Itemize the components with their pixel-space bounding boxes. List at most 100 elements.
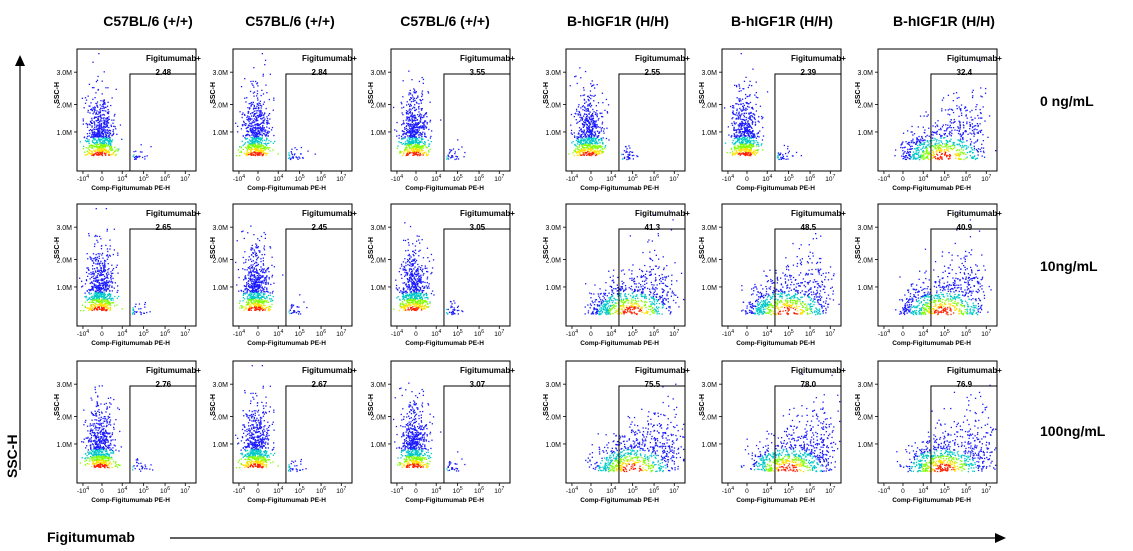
event-dot [405, 110, 408, 112]
x-tick-label: -104 [77, 174, 89, 183]
event-dot [912, 158, 914, 160]
event-dot [411, 116, 413, 118]
event-dot [948, 150, 950, 152]
event-dot [746, 143, 748, 145]
event-dot [983, 151, 985, 154]
event-dot [631, 154, 633, 157]
event-dot [111, 134, 114, 136]
event-dot [106, 136, 108, 139]
event-dot [752, 142, 754, 144]
event-dot [738, 137, 740, 139]
event-dot [106, 307, 108, 309]
event-dot [591, 152, 593, 155]
event-dot [420, 133, 422, 135]
event-dot [734, 135, 737, 137]
y-tick-label: 3.0M [212, 70, 228, 77]
event-dot [271, 126, 274, 129]
event-dot [744, 128, 746, 130]
event-dot [733, 138, 736, 140]
event-dot [407, 113, 409, 115]
event-dot [963, 141, 965, 143]
event-dot [627, 154, 629, 156]
event-dot [84, 154, 86, 156]
event-dot [237, 125, 239, 127]
x-tick-label: 106 [649, 174, 659, 183]
event-dot [902, 141, 904, 143]
event-dot [259, 138, 261, 140]
event-dot [113, 115, 115, 117]
event-dot [106, 279, 108, 282]
event-dot [938, 145, 940, 147]
event-dot [604, 146, 606, 148]
event-dot [97, 306, 99, 309]
event-dot [93, 108, 96, 110]
event-dot [109, 296, 111, 298]
event-dot [732, 154, 734, 156]
event-dot [144, 155, 146, 158]
event-dot [941, 126, 944, 128]
event-dot [109, 144, 112, 146]
event-dot [746, 95, 748, 98]
event-dot [94, 131, 96, 133]
event-dot [733, 107, 735, 109]
event-dot [589, 122, 591, 124]
event-dot [961, 152, 964, 154]
event-dot [593, 138, 595, 140]
event-dot [579, 152, 581, 154]
event-dot [908, 143, 910, 145]
event-dot [956, 97, 958, 99]
event-dot [105, 299, 107, 301]
event-dot [949, 154, 951, 156]
event-dot [749, 115, 751, 117]
event-dot [96, 149, 98, 151]
event-dot [416, 125, 418, 127]
event-dot [101, 278, 103, 280]
event-dot [419, 113, 421, 115]
event-dot [103, 306, 105, 309]
event-dot [97, 132, 99, 134]
event-dot [787, 158, 789, 160]
event-dot [259, 127, 262, 129]
event-dot [416, 131, 418, 133]
event-dot [417, 141, 419, 143]
event-dot [975, 157, 977, 160]
event-dot [134, 158, 136, 160]
event-dot [246, 134, 248, 137]
event-dot [938, 139, 940, 142]
event-dot [95, 285, 97, 288]
event-dot [741, 146, 743, 148]
event-dot [105, 142, 108, 144]
event-dot [582, 139, 584, 141]
event-dot [626, 148, 628, 150]
event-dot [422, 142, 425, 145]
event-dot [91, 295, 93, 297]
event-dot [89, 146, 91, 148]
event-dot [938, 149, 940, 151]
event-dot [103, 142, 105, 144]
event-dot [428, 151, 430, 153]
event-dot [954, 153, 956, 155]
event-dot [96, 148, 99, 150]
event-dot [936, 124, 938, 126]
event-dot [108, 254, 111, 256]
event-dot [957, 154, 959, 156]
event-dot [402, 120, 405, 122]
event-dot [982, 150, 985, 152]
event-dot [901, 143, 903, 145]
event-dot [263, 147, 265, 149]
event-dot [934, 147, 936, 149]
event-dot [587, 140, 589, 142]
event-dot [105, 133, 107, 135]
event-dot [406, 104, 408, 106]
event-dot [600, 128, 602, 130]
event-dot [917, 152, 919, 154]
event-dot [254, 154, 257, 157]
event-dot [593, 124, 595, 126]
event-dot [92, 268, 94, 270]
event-dot [751, 116, 753, 118]
event-dot [257, 123, 259, 125]
event-dot [250, 105, 252, 107]
event-dot [742, 144, 744, 146]
event-dot [114, 282, 116, 284]
event-dot [423, 126, 426, 128]
